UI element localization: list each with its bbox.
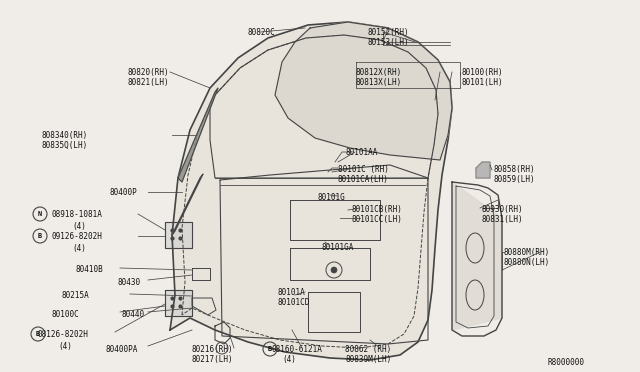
Polygon shape: [165, 222, 192, 248]
Text: 80820(RH): 80820(RH): [128, 68, 170, 77]
Text: 80812X(RH): 80812X(RH): [356, 68, 403, 77]
Text: 80101C (RH): 80101C (RH): [338, 165, 389, 174]
Text: 80835Q(LH): 80835Q(LH): [42, 141, 88, 150]
Text: 80101G: 80101G: [318, 193, 346, 202]
Text: 08160-6121A: 08160-6121A: [272, 345, 323, 354]
Text: 808340(RH): 808340(RH): [42, 131, 88, 140]
Text: R8000000: R8000000: [548, 358, 585, 367]
Text: 80215A: 80215A: [62, 291, 90, 300]
Text: 80880M(RH): 80880M(RH): [504, 248, 550, 257]
Text: (4): (4): [72, 222, 86, 231]
Text: 80216(RH): 80216(RH): [192, 345, 234, 354]
Text: 80831(LH): 80831(LH): [482, 215, 524, 224]
Text: B: B: [38, 233, 42, 239]
Polygon shape: [476, 162, 490, 178]
Text: 80101CA(LH): 80101CA(LH): [338, 175, 389, 184]
Text: 80101(LH): 80101(LH): [462, 78, 504, 87]
Text: 80400PA: 80400PA: [105, 345, 138, 354]
Polygon shape: [172, 174, 203, 235]
Text: 80880N(LH): 80880N(LH): [504, 258, 550, 267]
Text: 08918-1081A: 08918-1081A: [52, 210, 103, 219]
Text: 80101GA: 80101GA: [322, 243, 355, 252]
Text: 80821(LH): 80821(LH): [128, 78, 170, 87]
Text: 80101AA: 80101AA: [346, 148, 378, 157]
Text: 80930(RH): 80930(RH): [482, 205, 524, 214]
Polygon shape: [452, 182, 502, 330]
Text: 80101CB(RH): 80101CB(RH): [352, 205, 403, 214]
Text: 09126-8202H: 09126-8202H: [52, 232, 103, 241]
Polygon shape: [170, 22, 452, 360]
Text: 80813X(LH): 80813X(LH): [356, 78, 403, 87]
Text: 80101CD: 80101CD: [278, 298, 310, 307]
Circle shape: [331, 267, 337, 273]
Text: 80400P: 80400P: [110, 188, 138, 197]
Polygon shape: [275, 22, 452, 160]
Text: 80153(LH): 80153(LH): [368, 38, 410, 47]
Text: 08126-8202H: 08126-8202H: [38, 330, 89, 339]
Text: 80430: 80430: [118, 278, 141, 287]
Text: (4): (4): [58, 342, 72, 351]
Text: (4): (4): [72, 244, 86, 253]
Text: 80152(RH): 80152(RH): [368, 28, 410, 37]
Text: N: N: [38, 211, 42, 217]
Text: 80858(RH): 80858(RH): [494, 165, 536, 174]
Text: 80839M(LH): 80839M(LH): [345, 355, 391, 364]
Text: 80410B: 80410B: [75, 265, 103, 274]
Text: 80820C: 80820C: [248, 28, 276, 37]
Polygon shape: [165, 290, 192, 316]
Text: B: B: [36, 331, 40, 337]
Text: 80859(LH): 80859(LH): [494, 175, 536, 184]
Text: 80440: 80440: [122, 310, 145, 319]
Text: 80101CC(LH): 80101CC(LH): [352, 215, 403, 224]
Text: (4): (4): [282, 355, 296, 364]
Text: 80101A: 80101A: [278, 288, 306, 297]
Text: 80217(LH): 80217(LH): [192, 355, 234, 364]
Text: B: B: [268, 346, 272, 352]
Text: 80862 (RH): 80862 (RH): [345, 345, 391, 354]
Polygon shape: [178, 88, 218, 182]
Text: 80100(RH): 80100(RH): [462, 68, 504, 77]
Text: 80100C: 80100C: [52, 310, 80, 319]
